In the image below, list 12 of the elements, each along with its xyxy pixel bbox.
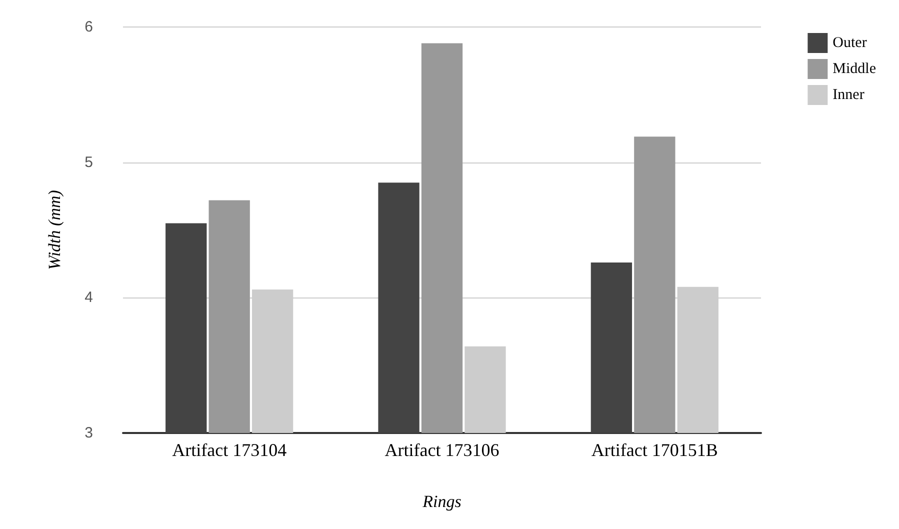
y-axis-title: Width (mm) [45,190,64,270]
legend-label: Middle [832,61,876,77]
y-tick-label: 5 [84,154,93,171]
legend-label: Inner [832,87,864,103]
y-tick-label: 4 [84,289,93,306]
y-tick-label: 6 [84,18,93,36]
x-tick-label: Artifact 173104 [172,440,287,460]
y-tick-label: 3 [84,424,93,442]
x-tick-label: Artifact 173106 [384,440,500,460]
x-axis-title: Rings [422,492,462,511]
x-tick-label: Artifact 170151B [591,440,718,460]
legend-label: Outer [832,35,867,51]
